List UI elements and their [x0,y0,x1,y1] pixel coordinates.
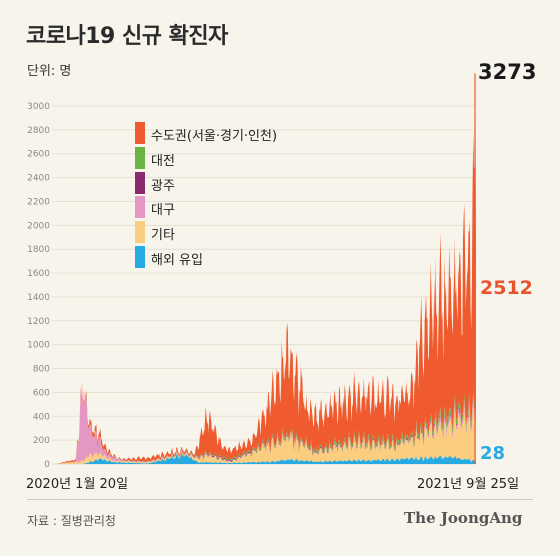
legend-label: 해외 유입 [151,252,203,268]
y-tick-label: 2200 [27,197,50,207]
y-tick-label: 2400 [27,174,50,184]
chart-svg: 0 200 400 600 800 1000 1200 1400 1600 1800 2000 220… [27,73,476,470]
series-area [56,74,476,465]
capital-area-value-label: 2512 [480,277,533,299]
footer-divider [27,499,533,500]
source-label: 자료 : 질병관리청 [27,514,116,528]
y-tick-label: 2600 [27,150,50,160]
legend-label: 수도권(서울·경기·인천) [151,129,278,144]
y-tick-label: 1200 [27,317,50,327]
x-end-label: 2021년 9월 25일 [417,477,520,492]
peak-total-label: 3273 [478,60,537,84]
area-layer [56,74,476,465]
y-tick-label: 0 [44,460,50,470]
brand-logo: The JoongAng [404,509,523,527]
chart-title: 코로나19 신규 확진자 [26,24,228,49]
series-area [56,452,476,464]
legend-label: 기타 [151,228,175,244]
x-start-label: 2020년 1월 20일 [26,477,129,492]
legend-swatch [135,196,145,219]
y-tick-label: 200 [33,436,50,446]
overseas-value-label: 28 [480,443,506,464]
y-tick-label: 2800 [27,126,50,136]
unit-label: 단위: 명 [27,64,72,79]
y-tick-label: 1600 [27,269,50,279]
y-tick-label: 600 [33,388,50,398]
y-tick-label: 2000 [27,221,50,231]
y-tick-label: 800 [33,365,50,375]
legend-swatch [135,122,145,144]
y-tick-label: 1800 [27,245,50,255]
y-tick-label: 1400 [27,293,50,303]
legend-label: 광주 [151,178,175,194]
legend-label: 대구 [151,203,175,219]
legend-swatch [135,221,145,244]
y-tick-label: 400 [33,412,50,422]
legend-swatch [135,245,145,268]
legend-swatch [135,171,145,194]
y-tick-label: 3000 [27,102,50,112]
legend-swatch [135,146,145,169]
legend-label: 대전 [151,153,175,169]
series-area [56,400,476,464]
y-tick-label: 1000 [27,341,50,351]
